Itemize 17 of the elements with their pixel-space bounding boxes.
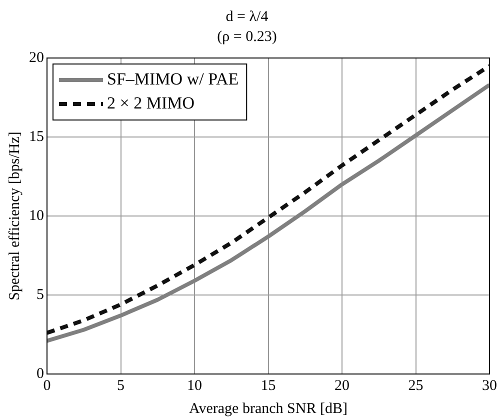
legend-label: 2 × 2 MIMO <box>107 93 195 112</box>
y-axis-title: Spectral efficiency [bps/Hz] <box>6 132 23 300</box>
y-tick-label: 15 <box>29 128 44 145</box>
x-tick-label: 20 <box>334 378 350 394</box>
x-tick-label: 25 <box>408 378 424 394</box>
y-tick-label: 20 <box>29 50 44 66</box>
x-axis-title: Average branch SNR [dB] <box>189 400 348 417</box>
y-tick-label: 10 <box>29 208 44 224</box>
chart-subtitle: (ρ = 0.23) <box>217 28 277 45</box>
x-tick-label: 10 <box>187 378 202 394</box>
x-tick-label: 30 <box>482 378 497 394</box>
x-tick-label: 5 <box>117 378 124 394</box>
x-tick-label: 15 <box>260 378 276 394</box>
legend-label: SF–MIMO w/ PAE <box>107 69 239 88</box>
chart-title: d = λ/4 <box>226 8 269 25</box>
y-tick-label: 0 <box>36 366 44 382</box>
y-tick-label: 5 <box>36 286 44 303</box>
